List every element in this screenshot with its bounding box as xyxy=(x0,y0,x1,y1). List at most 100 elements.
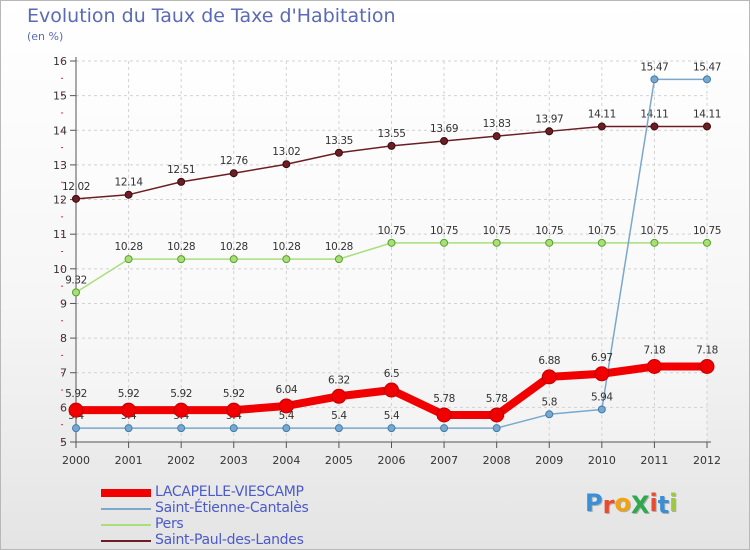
data-point xyxy=(177,177,186,186)
data-point xyxy=(68,402,84,418)
data-point xyxy=(597,238,606,247)
legend-item: LACAPELLE-VIESCAMP xyxy=(101,484,361,501)
data-label: 6.32 xyxy=(328,374,350,386)
data-point xyxy=(387,141,396,150)
data-point xyxy=(492,238,501,247)
y-tick-label: 10 xyxy=(53,263,67,276)
data-point xyxy=(440,137,449,146)
x-tick-label: 2001 xyxy=(115,454,143,467)
data-point xyxy=(597,122,606,131)
data-point xyxy=(229,424,238,433)
data-label: 5.92 xyxy=(65,388,87,400)
data-label: 5.92 xyxy=(223,388,245,400)
data-point xyxy=(72,424,80,433)
logo-letter: i xyxy=(649,489,658,517)
logo-letter: X xyxy=(630,491,650,519)
data-label: 10.28 xyxy=(167,241,195,253)
chart-title: Evolution du Taux de Taxe d'Habitation xyxy=(27,5,396,27)
data-label: 10.75 xyxy=(377,225,405,237)
data-point xyxy=(124,255,133,264)
data-label: 12.51 xyxy=(167,164,195,176)
data-point xyxy=(597,405,606,414)
data-label: 5.94 xyxy=(591,391,613,403)
x-tick-label: 2003 xyxy=(220,454,248,467)
data-label: 10.75 xyxy=(430,225,458,237)
data-point xyxy=(229,169,238,178)
data-label: 13.69 xyxy=(430,123,458,135)
x-tick-label: 2000 xyxy=(62,454,90,467)
y-tick-label: 14 xyxy=(53,124,67,137)
data-point xyxy=(226,402,242,418)
data-point xyxy=(384,382,399,398)
data-label: 10.75 xyxy=(693,225,721,237)
y-tick-label: 15 xyxy=(53,90,67,103)
data-point xyxy=(650,122,659,131)
data-label: 10.75 xyxy=(535,225,563,237)
data-point xyxy=(387,238,396,247)
x-tick-label: 2004 xyxy=(272,454,300,467)
data-label: 10.75 xyxy=(483,225,511,237)
y-tick-label: 7 xyxy=(60,367,67,380)
data-point xyxy=(387,424,396,433)
data-label: 5.78 xyxy=(433,393,455,405)
data-label: 10.75 xyxy=(588,225,616,237)
data-point xyxy=(282,160,291,169)
data-point xyxy=(545,410,554,419)
data-label: 10.28 xyxy=(325,241,353,253)
data-point xyxy=(177,255,186,264)
y-tick-label: 5 xyxy=(60,436,67,449)
data-point xyxy=(282,255,291,264)
data-point xyxy=(650,75,659,84)
data-point xyxy=(594,366,610,382)
data-point xyxy=(177,424,186,433)
logo-letter: i xyxy=(669,489,678,517)
data-label: 13.02 xyxy=(272,146,300,158)
legend-item: Saint-Étienne-Cantalès xyxy=(101,500,361,517)
x-tick-label: 2011 xyxy=(640,454,668,467)
data-label: 15.47 xyxy=(640,61,668,73)
data-label: 14.11 xyxy=(640,108,668,120)
x-tick-label: 2002 xyxy=(167,454,195,467)
legend: LACAPELLE-VIESCAMP Saint-Étienne-Cantalè… xyxy=(101,484,361,549)
data-label: 6.88 xyxy=(538,355,560,367)
x-tick-label: 2005 xyxy=(325,454,353,467)
y-tick-label: 16 xyxy=(53,55,67,68)
legend-swatch xyxy=(101,508,151,510)
y-tick-label: 12 xyxy=(53,194,67,207)
data-point xyxy=(334,255,343,264)
data-label: 7.18 xyxy=(644,344,666,356)
data-point xyxy=(334,148,343,157)
data-label: 10.28 xyxy=(272,241,300,253)
legend-item: Saint-Paul-des-Landes xyxy=(101,532,361,549)
data-point xyxy=(436,407,452,423)
data-label: 5.4 xyxy=(279,410,295,422)
data-label: 12.76 xyxy=(220,155,249,167)
data-label: 6.5 xyxy=(384,368,400,380)
data-label: 13.83 xyxy=(483,118,511,130)
data-label: 5.4 xyxy=(331,410,347,422)
legend-label: LACAPELLE-VIESCAMP xyxy=(155,484,304,500)
data-point xyxy=(282,424,291,433)
data-point xyxy=(703,75,711,84)
data-point xyxy=(703,238,711,247)
data-label: 6.04 xyxy=(275,384,297,396)
data-point xyxy=(124,190,133,199)
data-label: 5.92 xyxy=(170,388,192,400)
data-label: 14.11 xyxy=(588,108,616,120)
chart-subtitle: (en %) xyxy=(27,30,64,43)
legend-item: Pers xyxy=(101,516,361,533)
data-point xyxy=(541,369,557,385)
data-point xyxy=(703,122,711,131)
y-tick-label: 8 xyxy=(60,332,67,345)
logo-letter: r xyxy=(602,491,615,519)
data-label: 5.78 xyxy=(486,393,508,405)
data-label: 10.28 xyxy=(220,241,248,253)
data-label: 12.14 xyxy=(115,177,144,189)
data-point xyxy=(440,424,449,433)
data-point xyxy=(545,238,554,247)
x-tick-label: 2012 xyxy=(693,454,721,467)
data-label: 6.97 xyxy=(591,352,613,364)
data-point xyxy=(489,407,505,423)
data-label: 13.55 xyxy=(377,128,405,140)
